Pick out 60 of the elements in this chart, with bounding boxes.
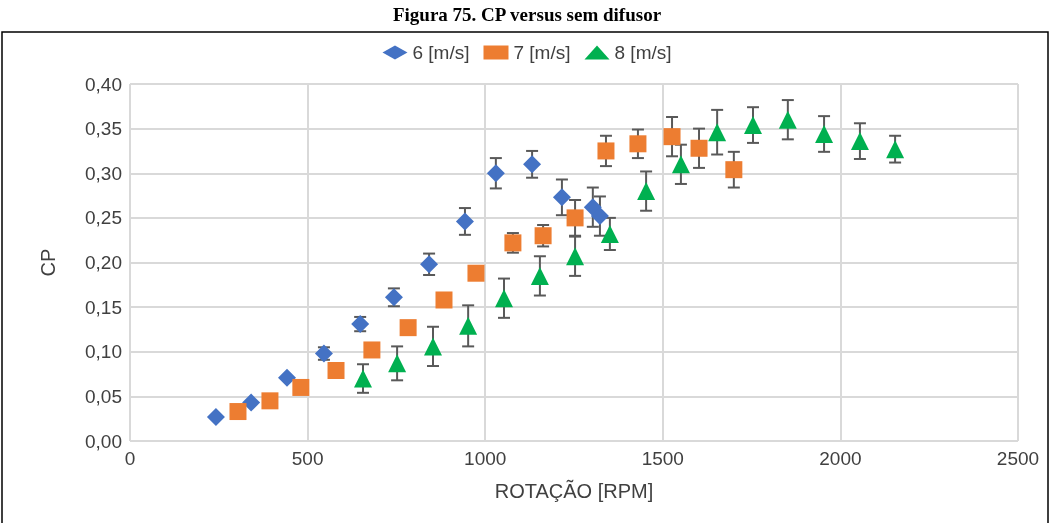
point	[495, 289, 514, 308]
point	[399, 319, 417, 337]
x-tick-label: 500	[291, 448, 324, 469]
point	[583, 198, 602, 217]
point	[629, 135, 647, 153]
y-tick-label: 0,05	[85, 385, 122, 407]
y-axis-title: CP	[37, 248, 59, 277]
x-tick-label: 2000	[819, 448, 862, 469]
point	[552, 188, 571, 207]
point	[671, 155, 690, 174]
point	[435, 291, 453, 309]
point	[725, 161, 743, 179]
chart-title: Figura 75. CP versus sem difusor	[392, 4, 662, 25]
x-tick-label: 2500	[996, 448, 1040, 469]
y-tick-label: 0,00	[85, 430, 122, 452]
point	[815, 124, 834, 143]
point	[637, 182, 656, 201]
point	[278, 368, 296, 387]
point	[292, 378, 310, 396]
x-tick-label: 1500	[641, 448, 684, 469]
point	[354, 369, 373, 388]
point	[455, 212, 474, 231]
legend-label: 8 [m/s]	[614, 42, 672, 63]
legend-label: 6 [m/s]	[412, 42, 470, 63]
point	[327, 361, 345, 379]
point	[597, 142, 615, 160]
y-tick-label: 0,15	[85, 296, 122, 318]
point	[523, 155, 542, 174]
x-tick-label: 1000	[464, 448, 507, 469]
point	[566, 247, 585, 266]
point	[242, 393, 261, 412]
point	[566, 209, 584, 227]
y-tick-label: 0,20	[85, 252, 122, 273]
point	[744, 116, 763, 135]
point	[261, 392, 279, 410]
point	[590, 207, 609, 226]
point	[708, 123, 727, 142]
point	[229, 403, 247, 421]
y-tick-label: 0,40	[85, 73, 122, 95]
point	[778, 110, 797, 129]
point	[467, 264, 485, 282]
y-tick-label: 0,35	[85, 118, 122, 140]
point	[206, 407, 225, 426]
point	[850, 132, 869, 151]
y-tick-label: 0,10	[85, 341, 122, 363]
y-tick-label: 0,25	[85, 207, 122, 229]
point	[459, 316, 478, 335]
point	[363, 341, 381, 359]
y-tick-label: 0,30	[85, 162, 122, 184]
point	[600, 224, 619, 243]
point	[388, 354, 407, 373]
x-tick-label: 0	[124, 448, 136, 469]
point	[530, 266, 549, 285]
point	[663, 128, 681, 146]
point	[886, 140, 905, 159]
legend-label: 7 [m/s]	[513, 42, 571, 63]
point	[486, 164, 505, 183]
x-axis-title: ROTAÇÃO [RPM]	[494, 479, 654, 502]
point	[690, 139, 708, 157]
point	[423, 337, 442, 356]
